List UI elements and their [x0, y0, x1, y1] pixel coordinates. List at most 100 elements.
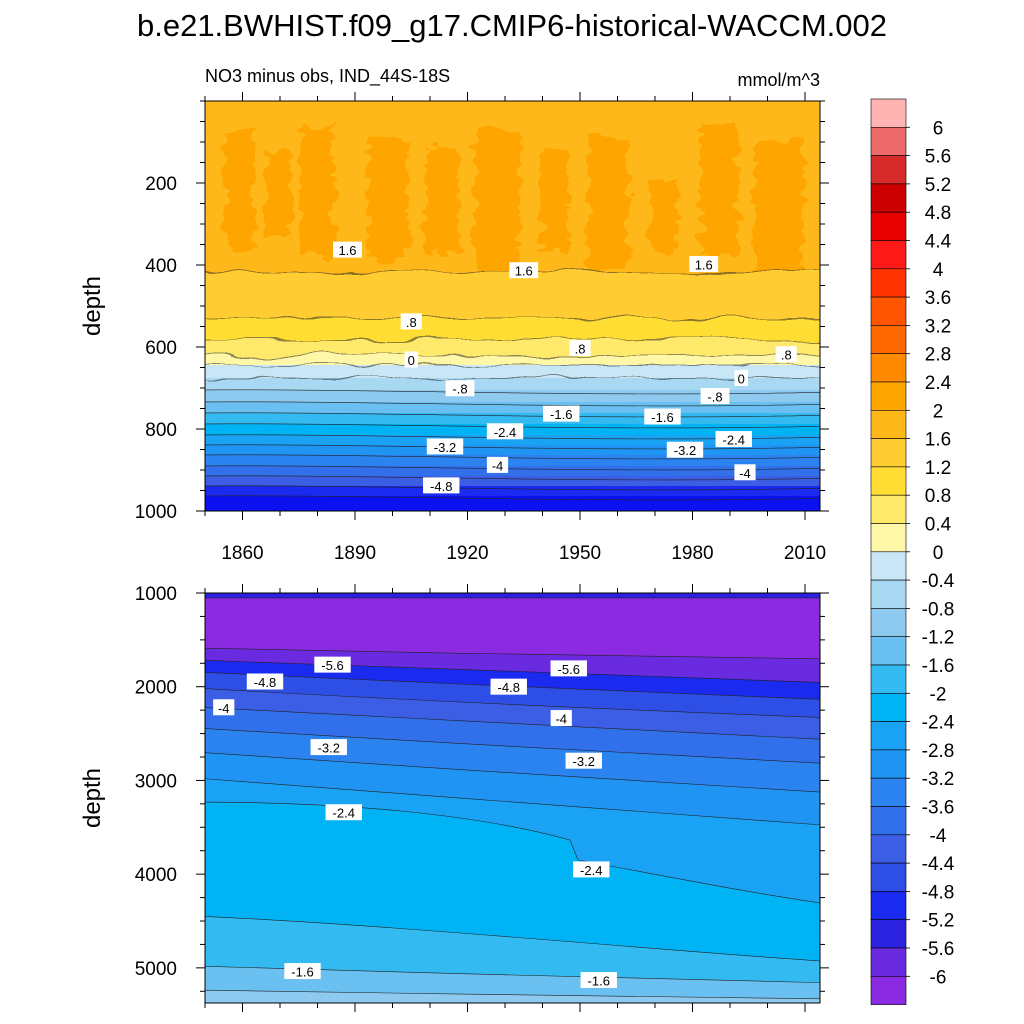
contour-line [205, 495, 820, 501]
colorbar-label: 0 [933, 543, 944, 564]
colorbar-label: -1.2 [922, 628, 955, 649]
panel-subtitle: NO3 minus obs, IND_44S-18S [205, 66, 450, 87]
fill-band [205, 593, 820, 598]
colorbar-swatch [870, 777, 907, 807]
colorbar-label: -2 [930, 684, 947, 705]
colorbar-label: -3.2 [922, 769, 955, 790]
contour-label-bg [423, 477, 460, 494]
fill-band [205, 990, 820, 1003]
contour-label-text: .8 [781, 348, 792, 363]
contour-label: -1.6 [284, 963, 321, 980]
contour-label-bg [333, 241, 362, 258]
colorbar-label: -3.6 [922, 798, 955, 819]
contour-label-bg [565, 752, 602, 769]
colorbar-label: 5.6 [925, 147, 951, 168]
x-tick-label: 1890 [334, 543, 376, 564]
contour-label: -4 [550, 710, 572, 727]
contour-label-text: -4.8 [430, 479, 452, 494]
colorbar-swatch [870, 891, 907, 921]
contour-label-text: -4 [218, 701, 230, 716]
contour-label: -3.2 [426, 438, 464, 455]
colorbar-label: -5.6 [922, 939, 955, 960]
contour-label-text: -2.4 [580, 863, 602, 878]
contour-label-bg [580, 971, 617, 988]
contour-label-text: 0 [738, 371, 745, 386]
contour-label-bg [644, 408, 681, 425]
colorbar-swatch [870, 183, 907, 213]
contour-label-bg [715, 431, 752, 448]
colorbar-swatch [870, 409, 907, 439]
contour-label: .8 [775, 346, 797, 363]
colorbar-swatch [870, 919, 907, 949]
colorbar-label: -0.4 [922, 571, 955, 592]
contour-label-bg [734, 369, 749, 386]
colorbar-swatch [870, 551, 907, 581]
contour-label: -2.4 [573, 861, 610, 878]
contour-label-text: 0 [408, 353, 415, 368]
colorbar-swatch [870, 608, 907, 638]
fill-band [225, 130, 255, 250]
contour-label: -1.6 [644, 408, 681, 425]
contour-line [205, 916, 820, 962]
colorbar-label: 0.4 [925, 515, 952, 536]
contour-line [205, 688, 820, 718]
contour-label: .8 [569, 340, 591, 357]
contour-label-bg [734, 464, 756, 481]
fill-band [205, 496, 820, 511]
contour-label-text: -4 [739, 466, 751, 481]
contour-label: -4.8 [423, 477, 460, 494]
contour-label-bg [573, 861, 610, 878]
y-tick-label: 1000 [135, 584, 177, 605]
contour-label: -2.4 [486, 423, 524, 440]
contour-label-text: -3.2 [573, 754, 595, 769]
colorbar-swatch [870, 211, 907, 241]
contour-label: -1.6 [543, 405, 580, 422]
colorbar-swatch [870, 325, 907, 354]
colorbar-swatch [870, 636, 907, 666]
contour-label-bg [775, 346, 797, 363]
contour-label-bg [445, 380, 475, 397]
contour-label: -5.6 [550, 660, 587, 677]
colorbar-label: 5.2 [925, 175, 951, 196]
contour-label-text: -4 [555, 712, 567, 727]
contour-label-text: -1.6 [588, 973, 610, 988]
y-tick-label: 400 [145, 256, 177, 277]
lower-contour-panel: -5.6 -5.6 -4.8 -4.8 -4 -4 -3.2 -3.2 -2.4 -2.4 -1.6… [79, 584, 829, 1012]
contour-line [205, 707, 820, 740]
contour-label-bg [569, 340, 591, 357]
contour-line [205, 966, 820, 983]
contour-label-text: -3.2 [674, 443, 696, 458]
colorbar-swatch [870, 353, 907, 383]
colorbar-label: -4 [930, 826, 947, 847]
contour-label-text: -.8 [707, 390, 722, 405]
contour-label-text: -2.4 [494, 425, 516, 440]
contour-label: -3.2 [666, 441, 704, 458]
colorbar-label: -6 [930, 967, 947, 988]
contour-label: -4.8 [246, 673, 284, 690]
y-axis-label: depth [79, 768, 106, 828]
colorbar-swatch [870, 494, 907, 524]
colorbar-label: 1.6 [925, 430, 951, 451]
y-tick-label: 600 [145, 338, 177, 359]
contour-label-bg [550, 660, 587, 677]
contour-label-bg [486, 423, 524, 440]
colorbar-swatch [870, 862, 907, 892]
contour-label-text: -5.6 [558, 662, 580, 677]
colorbar-swatch [870, 523, 907, 553]
x-tick-label: 2010 [784, 543, 826, 564]
contour-label-bg [404, 351, 419, 368]
contour-label: -2.4 [325, 804, 362, 821]
contour-label: -.8 [700, 388, 730, 405]
contour-label-text: -1.6 [550, 407, 572, 422]
contour-label: 1.6 [333, 241, 362, 258]
contour-label-bg [246, 673, 284, 690]
contour-label-bg [700, 388, 730, 405]
contour-label-bg [689, 256, 719, 272]
contour-label: -4 [734, 464, 756, 481]
contour-label-text: -1.6 [651, 410, 673, 425]
contour-label-text: 1.6 [338, 243, 356, 258]
colorbar-label: -0.8 [922, 599, 955, 620]
x-tick-label: 1920 [446, 543, 488, 564]
colorbar: 6 5.6 5.2 4.8 4.4 4 3.6 3.2 2.8 2.4 2 1.6 1.2 0.8 0.4 0… [870, 98, 955, 1005]
y-tick-label: 4000 [135, 865, 177, 886]
